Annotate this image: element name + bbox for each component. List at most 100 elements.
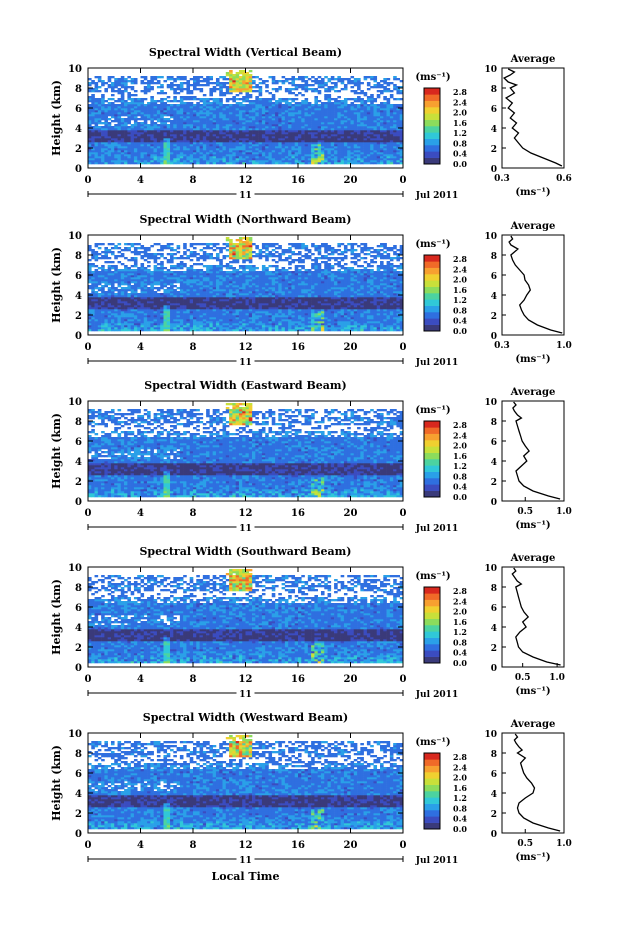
heatmap-cell <box>242 132 246 135</box>
heatmap-cell <box>278 128 282 131</box>
heatmap-cell <box>189 156 194 159</box>
heatmap-cell <box>166 243 171 246</box>
heatmap-cell <box>120 279 125 282</box>
heatmap-cell <box>156 116 161 119</box>
heatmap-cell <box>183 130 187 133</box>
heatmap-cell <box>396 150 401 153</box>
heatmap-cell <box>127 152 131 155</box>
heatmap-cell <box>130 138 135 141</box>
heatmap-cell <box>137 247 141 250</box>
heatmap-cell <box>130 132 135 135</box>
heatmap-cell <box>304 134 309 137</box>
heatmap-cell <box>380 122 384 125</box>
heatmap-cell <box>202 116 207 119</box>
heatmap-cell <box>271 112 276 115</box>
heatmap-cell <box>330 146 335 149</box>
heatmap-cell <box>311 156 315 159</box>
heatmap-cell <box>199 279 204 282</box>
heatmap-cell <box>160 106 164 109</box>
heatmap-cell <box>255 146 259 149</box>
heatmap-cell <box>235 156 240 159</box>
heatmap-cell <box>350 140 355 143</box>
heatmap-cell <box>229 76 233 79</box>
heatmap-cell <box>357 136 361 139</box>
heatmap-cell <box>222 136 227 139</box>
heatmap-cell <box>324 144 328 147</box>
heatmap-cell <box>166 148 171 151</box>
heatmap-cell <box>298 150 302 153</box>
heatmap-cell <box>104 160 108 163</box>
heatmap-cell <box>179 86 184 89</box>
heatmap-cell <box>284 160 289 163</box>
heatmap-cell <box>350 162 355 165</box>
heatmap-cell <box>143 104 148 107</box>
heatmap-cell <box>304 106 309 109</box>
heatmap-cell <box>114 297 118 300</box>
heatmap-cell <box>199 116 204 119</box>
heatmap-cell <box>114 116 118 119</box>
heatmap-cell <box>183 265 187 268</box>
heatmap-cell <box>137 104 141 107</box>
heatmap-cell <box>107 158 112 161</box>
heatmap-cell <box>393 116 397 119</box>
heatmap-cell <box>327 96 332 99</box>
heatmap-cell <box>110 98 115 101</box>
heatmap-cell <box>179 325 184 328</box>
heatmap-cell <box>127 313 131 316</box>
heatmap-cell <box>193 138 197 141</box>
heatmap-cell <box>107 80 112 83</box>
heatmap-cell <box>88 146 92 149</box>
heatmap-cell <box>173 116 177 119</box>
heatmap-cell <box>120 150 125 153</box>
heatmap-cell <box>153 293 158 296</box>
heatmap-cell <box>225 82 230 85</box>
heatmap-cell <box>117 104 122 107</box>
heatmap-cell <box>186 311 191 314</box>
heatmap-cell <box>147 154 151 157</box>
heatmap-cell <box>120 323 125 326</box>
heatmap-cell <box>307 130 312 133</box>
heatmap-cell <box>173 299 177 302</box>
heatmap-cell <box>94 76 99 79</box>
heatmap-cell <box>209 108 213 111</box>
heatmap-cell <box>183 76 187 79</box>
heatmap-cell <box>117 88 122 91</box>
heatmap-cell <box>199 112 204 115</box>
heatmap-cell <box>366 98 371 101</box>
heatmap-cell <box>222 142 227 145</box>
heatmap-cell <box>196 160 200 163</box>
heatmap-cell <box>340 136 345 139</box>
heatmap-cell <box>94 154 99 157</box>
heatmap-cell <box>114 118 118 121</box>
heatmap-cell <box>238 130 243 133</box>
heatmap-cell <box>199 142 204 145</box>
heatmap-cell <box>258 122 263 125</box>
heatmap-cell <box>196 140 200 143</box>
heatmap-cell <box>238 138 243 141</box>
heatmap-cell <box>133 104 138 107</box>
heatmap-cell <box>255 126 259 129</box>
heatmap-cell <box>137 285 141 288</box>
heatmap-cell <box>88 249 92 252</box>
heatmap-cell <box>130 86 135 89</box>
heatmap-cell <box>258 130 263 133</box>
heatmap-cell <box>124 114 128 117</box>
heatmap-cell <box>320 78 325 81</box>
heatmap-cell <box>347 152 351 155</box>
heatmap-cell <box>327 104 332 107</box>
heatmap-cell <box>107 251 112 254</box>
heatmap-cell <box>268 118 273 121</box>
heatmap-cell <box>170 124 174 127</box>
heatmap-cell <box>193 303 197 306</box>
heatmap-cell <box>383 110 387 113</box>
heatmap-cell <box>94 100 99 103</box>
heatmap-cell <box>248 130 253 133</box>
heatmap-cell <box>206 130 210 133</box>
heatmap-cell <box>314 160 318 163</box>
heatmap-cell <box>94 323 99 326</box>
heatmap-cell <box>278 80 282 83</box>
heatmap-cell <box>183 122 187 125</box>
heatmap-cell <box>324 124 328 127</box>
heatmap-cell <box>147 136 151 139</box>
heatmap-cell <box>120 142 125 145</box>
